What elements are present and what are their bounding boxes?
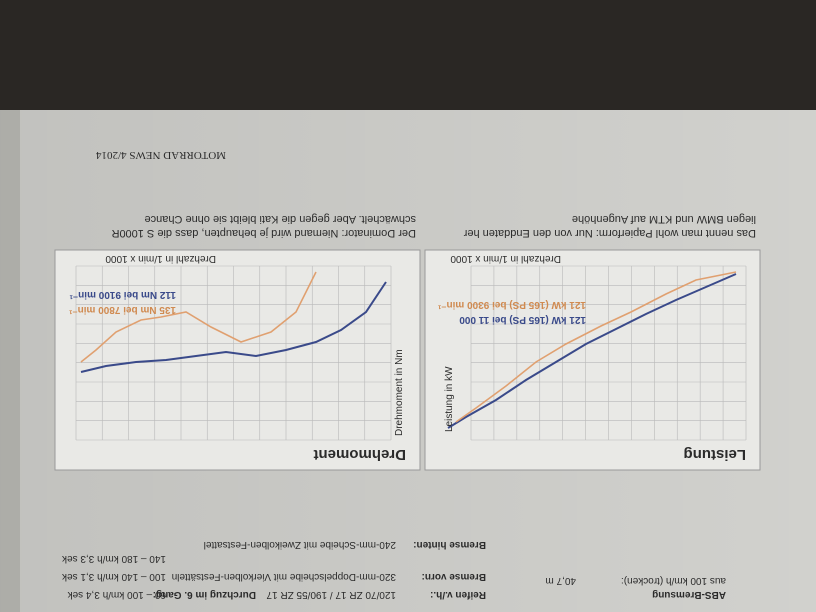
y-label: Drehmoment in Nm bbox=[394, 349, 405, 436]
row-label: aus 100 km/h (trocken): bbox=[621, 575, 726, 586]
caption: Der Dominator: Niemand wird je behaupten… bbox=[111, 227, 416, 239]
row-value: 40,7 m bbox=[545, 575, 576, 586]
caption: liegen BMW und KTM auf Augenhöhe bbox=[572, 213, 756, 225]
spec-table: ABS-Bremsung aus 100 km/h (trocken): 40,7 … bbox=[61, 539, 726, 600]
row-value: 240-mm-Scheibe mit Zweikolben-Festsattel bbox=[204, 539, 396, 550]
chart-panel bbox=[54, 249, 421, 471]
chart-title: Drehmoment bbox=[313, 446, 406, 463]
power-curve-ktm bbox=[455, 271, 737, 423]
grid bbox=[75, 265, 747, 441]
row-value: 140 – 180 km/h 3,3 sek bbox=[61, 553, 166, 564]
rotated-page: ABS-Bremsung aus 100 km/h (trocken): 40,7 … bbox=[0, 110, 816, 612]
row-label: Bremse vorn: bbox=[422, 571, 486, 582]
row-value: 60 – 100 km/h 3,4 sek bbox=[67, 589, 166, 600]
x-label: Drehzahl in 1/min x 1000 bbox=[450, 253, 561, 264]
row-label: Durchzug im 6. Gang: bbox=[153, 589, 256, 600]
source: MOTORRAD NEWS 4/2014 bbox=[96, 149, 226, 161]
row-label: ABS-Bremsung bbox=[652, 589, 726, 600]
chart-title: Leistung bbox=[684, 446, 747, 463]
row-value: 320-mm-Doppelscheibe mit Vierkolben-Fest… bbox=[172, 571, 396, 582]
torque-curve-bmw bbox=[80, 281, 387, 373]
power-curve-bmw bbox=[447, 273, 737, 429]
chart-panel bbox=[424, 249, 761, 471]
row-label: Reifen v./h.: bbox=[430, 589, 486, 600]
y-label: Leistung in kW bbox=[444, 366, 455, 432]
row-label: Bremse hinten: bbox=[413, 539, 486, 550]
torque-curve-ktm bbox=[80, 271, 317, 363]
x-label: Drehzahl in 1/min x 1000 bbox=[105, 253, 216, 264]
row-value: 120/70 ZR 17 / 190/55 ZR 17 bbox=[266, 589, 396, 600]
chart-note: 121 kW (165 PS) bei 9300 min⁻¹ bbox=[437, 299, 586, 310]
caption: Das nennt man wohl Papierform: Nur von d… bbox=[463, 227, 756, 239]
row-value: 100 – 140 km/h 3,1 sek bbox=[61, 571, 166, 582]
caption: schwächelt. Aber gegen die Kati bleibt s… bbox=[144, 213, 416, 225]
chart-note: 112 Nm bei 9100 min⁻¹ bbox=[69, 289, 176, 300]
chart-note: 135 Nm bei 7800 min⁻¹ bbox=[68, 304, 176, 315]
chart-note: 121 kW (165 PS) bei 11 000 bbox=[459, 314, 586, 325]
